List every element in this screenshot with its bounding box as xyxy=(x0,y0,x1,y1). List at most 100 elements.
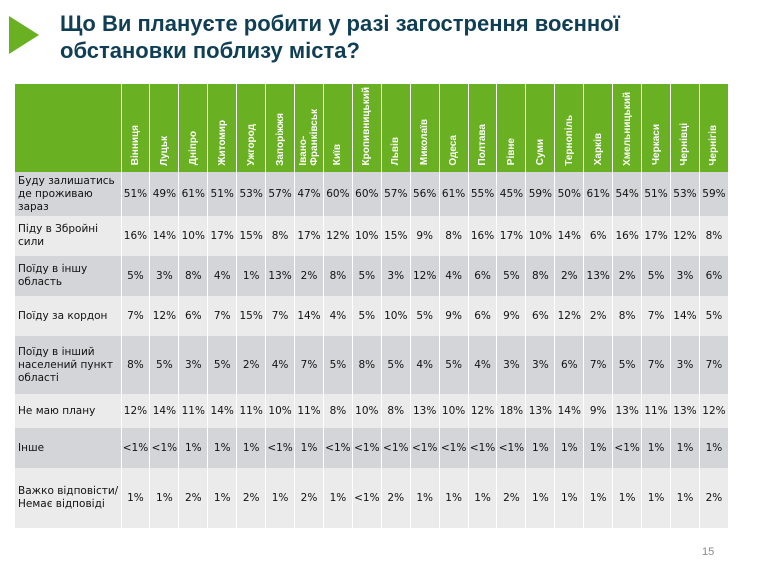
table-cell: 57% xyxy=(381,172,411,217)
table-cell: 6% xyxy=(468,256,498,297)
table-cell: 4% xyxy=(439,256,469,297)
table-cell: 14% xyxy=(207,394,238,429)
table-cell: 51% xyxy=(207,172,238,217)
table-cell: 9% xyxy=(496,296,527,337)
table-cell: 10% xyxy=(178,216,209,257)
row-label: Важко відповісти/Немає відповіді xyxy=(15,468,122,529)
table-cell: 4% xyxy=(468,336,498,395)
table-cell: 16% xyxy=(468,216,498,257)
table-cell: 16% xyxy=(612,216,643,257)
table-cell: <1% xyxy=(410,428,440,469)
table-cell: 50% xyxy=(554,172,585,217)
table-row: Не маю плану 12% 14% 11% 14% 11% 10% 11% 8% 10% 8%… xyxy=(15,394,730,429)
table-cell: 6% xyxy=(525,296,556,337)
survey-table: Вінниця Луцьк Дніпро Житомир Ужгород Запоріжж… xyxy=(15,84,730,529)
table-cell: 14% xyxy=(670,296,700,337)
column-header-label: Хмельницький xyxy=(621,91,633,166)
table-cell: 60% xyxy=(352,172,382,217)
column-header: Запоріжжя xyxy=(265,84,296,173)
table-cell: 3% xyxy=(496,336,527,395)
table-cell: 10% xyxy=(439,394,469,429)
table-cell: 14% xyxy=(149,394,180,429)
table-cell: 1% xyxy=(583,428,614,469)
table-cell: 5% xyxy=(496,256,527,297)
table-cell: 5% xyxy=(352,256,382,297)
table-cell: 8% xyxy=(265,216,296,257)
table-cell: 13% xyxy=(265,256,296,297)
table-cell: 5% xyxy=(149,336,180,395)
column-header: Луцьк xyxy=(149,84,180,173)
column-header-label: Суми xyxy=(534,139,546,166)
table-cell: 2% xyxy=(381,468,411,529)
table-cell: <1% xyxy=(381,428,411,469)
table-cell: 3% xyxy=(178,336,209,395)
table-cell: 1% xyxy=(236,256,267,297)
table-cell: 2% xyxy=(294,256,324,297)
row-label: Буду залишатись де проживаю зараз xyxy=(15,172,122,217)
slide-title-line-2: обстановки поблизу міста? xyxy=(60,38,360,63)
table-cell: 55% xyxy=(468,172,498,217)
table-cell: 7% xyxy=(699,336,730,395)
table-cell: 2% xyxy=(236,468,267,529)
table-cell: 6% xyxy=(554,336,585,395)
table-cell: 5% xyxy=(323,336,353,395)
table-cell: 1% xyxy=(641,468,672,529)
table-cell: 1% xyxy=(236,428,267,469)
column-header-label: Черкаси xyxy=(650,124,662,166)
table-cell: 1% xyxy=(554,428,585,469)
table-cell: 8% xyxy=(323,394,353,429)
table-cell: 13% xyxy=(612,394,643,429)
table-cell: 61% xyxy=(439,172,469,217)
table-cell: 61% xyxy=(178,172,209,217)
column-header-label: Тернопіль xyxy=(563,114,575,166)
table-cell: 5% xyxy=(699,296,730,337)
column-header-label: Кропивницький xyxy=(361,87,373,166)
table-cell: 8% xyxy=(439,216,469,257)
table-cell: 45% xyxy=(496,172,527,217)
column-header: Суми xyxy=(525,84,556,173)
table-cell: 6% xyxy=(468,296,498,337)
row-label: Інше xyxy=(15,428,122,469)
table-cell: 1% xyxy=(670,428,700,469)
slide-arrow-icon xyxy=(9,16,39,54)
column-header-label: Вінниця xyxy=(129,125,141,166)
table-cell: 9% xyxy=(439,296,469,337)
table-cell: 3% xyxy=(149,256,180,297)
page-number: 15 xyxy=(702,546,715,558)
column-header-label: Івано- Франківськ xyxy=(297,108,320,166)
row-label: Поїду за кордон xyxy=(15,296,122,337)
table-cell: 14% xyxy=(294,296,324,337)
table-cell: 61% xyxy=(583,172,614,217)
table-cell: <1% xyxy=(468,428,498,469)
column-header-label: Рівне xyxy=(505,138,517,166)
table-cell: 11% xyxy=(294,394,324,429)
table-row: Важко відповісти/Немає відповіді 1% 1% 2% 1%… xyxy=(15,468,730,529)
table-cell: 5% xyxy=(439,336,469,395)
table-cell: 12% xyxy=(323,216,353,257)
table-cell: 1% xyxy=(294,428,324,469)
table-cell: 2% xyxy=(554,256,585,297)
table-cell: <1% xyxy=(352,468,382,529)
row-label: Поїду в іншу область xyxy=(15,256,122,297)
table-cell: 13% xyxy=(670,394,700,429)
column-header-label: Харків xyxy=(592,133,604,166)
table-row: Інше <1% <1% 1% 1% 1% <1% 1% <1% <1% <1% <1% <1% <1% <… xyxy=(15,428,730,469)
table-cell: 9% xyxy=(583,394,614,429)
column-header: Вінниця xyxy=(121,84,151,173)
table-cell: 7% xyxy=(583,336,614,395)
table-cell: 12% xyxy=(554,296,585,337)
column-header-label: Чернігів xyxy=(708,124,720,166)
table-cell: 5% xyxy=(121,256,151,297)
table-cell: 6% xyxy=(178,296,209,337)
table-cell: 12% xyxy=(410,256,440,297)
table-cell: 59% xyxy=(525,172,556,217)
table-cell: 47% xyxy=(294,172,324,217)
column-header-label: Чернівці xyxy=(679,122,691,166)
table-cell: 3% xyxy=(381,256,411,297)
table-cell: <1% xyxy=(496,428,527,469)
table-cell: 7% xyxy=(294,336,324,395)
table-cell: 5% xyxy=(381,336,411,395)
table-cell: 17% xyxy=(641,216,672,257)
column-header-label: Миколаїв xyxy=(419,119,431,166)
table-cell: 4% xyxy=(265,336,296,395)
